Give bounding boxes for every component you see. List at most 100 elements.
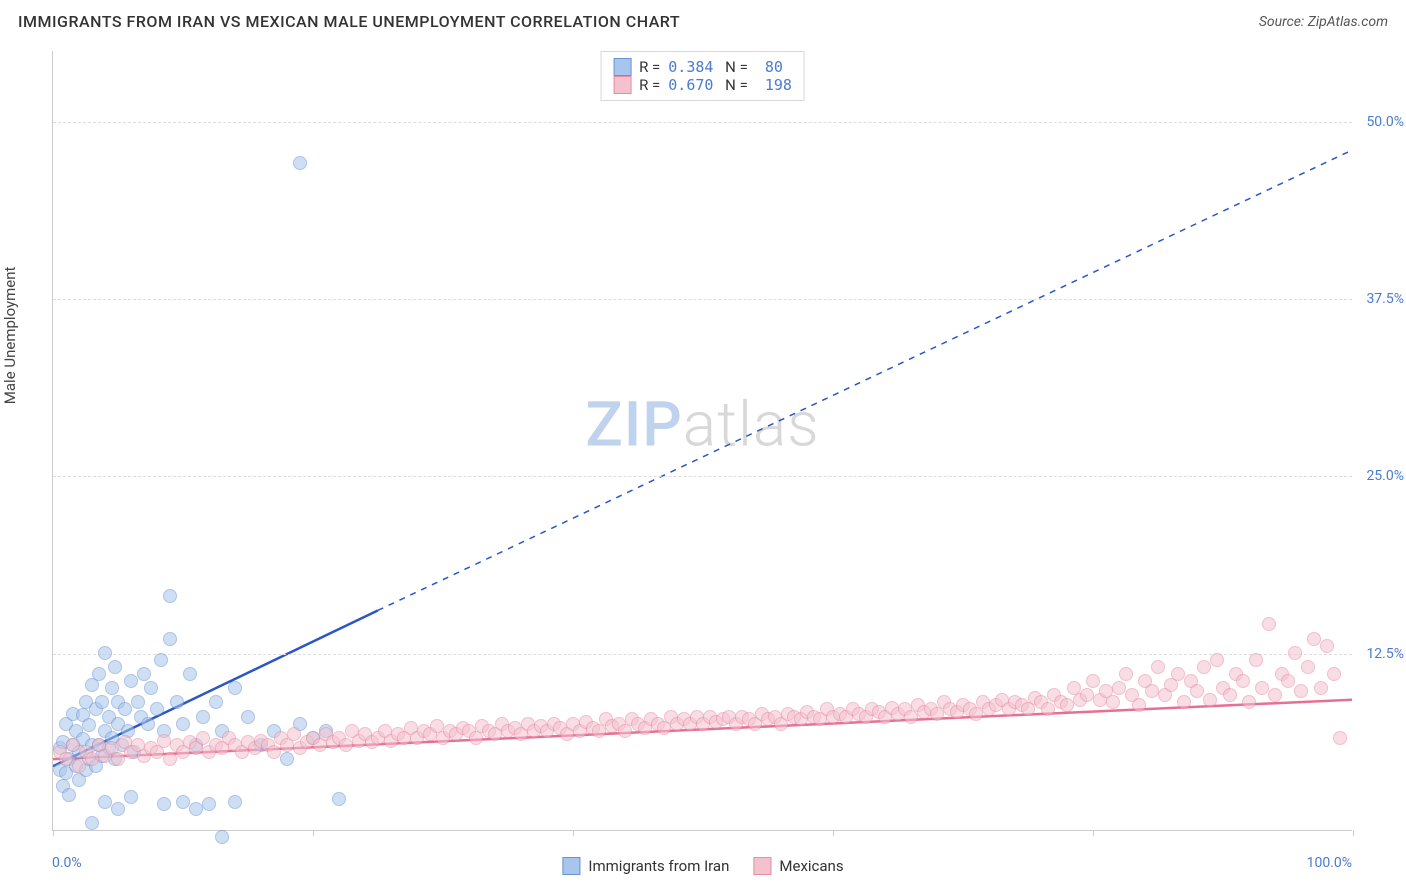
data-point (137, 667, 151, 681)
data-point (72, 759, 86, 773)
stats-n-value: 198 (756, 76, 792, 94)
data-point (108, 660, 122, 674)
data-point (215, 830, 229, 844)
data-point (228, 795, 242, 809)
data-point (1301, 660, 1315, 674)
data-point (1190, 684, 1204, 698)
x-min-label: 0.0% (52, 855, 82, 871)
data-point (293, 156, 307, 170)
data-point (92, 667, 106, 681)
chart-title: IMMIGRANTS FROM IRAN VS MEXICAN MALE UNE… (18, 12, 680, 31)
x-tick (53, 830, 54, 836)
data-point (1255, 681, 1269, 695)
legend-label: Mexicans (779, 857, 843, 875)
data-point (1145, 684, 1159, 698)
y-tick-label: 50.0% (1356, 114, 1404, 130)
data-point (176, 795, 190, 809)
data-point (1268, 688, 1282, 702)
series-legend: Immigrants from Iran Mexicans (562, 857, 843, 875)
data-point (1080, 688, 1094, 702)
stats-r-value: 0.384 (668, 58, 713, 76)
data-point (1132, 698, 1146, 712)
correlation-stats-box: R = 0.384 N = 80 R = 0.670 N = 198 (600, 51, 805, 101)
data-point (1307, 632, 1321, 646)
data-point (82, 718, 96, 732)
data-point (189, 802, 203, 816)
data-point (118, 702, 132, 716)
stats-r-label: R = (639, 58, 660, 76)
data-point (1060, 698, 1074, 712)
stats-n-value: 80 (756, 58, 783, 76)
x-tick (833, 830, 834, 836)
data-point (62, 788, 76, 802)
data-point (111, 802, 125, 816)
data-point (163, 589, 177, 603)
data-point (98, 646, 112, 660)
data-point (1203, 693, 1217, 707)
data-point (1119, 667, 1133, 681)
data-point (241, 710, 255, 724)
chart-header: IMMIGRANTS FROM IRAN VS MEXICAN MALE UNE… (0, 0, 1406, 39)
data-point (1288, 646, 1302, 660)
data-point (1294, 684, 1308, 698)
x-tick (573, 830, 574, 836)
data-point (157, 734, 171, 748)
data-point (85, 816, 99, 830)
data-point (1314, 681, 1328, 695)
data-point (196, 710, 210, 724)
data-point (1281, 674, 1295, 688)
data-point (1106, 695, 1120, 709)
x-tick (1093, 830, 1094, 836)
data-point (196, 731, 210, 745)
watermark-zip: ZIP (585, 388, 683, 461)
data-point (1249, 653, 1263, 667)
stats-row: R = 0.670 N = 198 (613, 76, 792, 94)
data-point (1151, 660, 1165, 674)
stats-n-label: N = (721, 58, 747, 76)
data-point (1262, 617, 1276, 631)
legend-label: Immigrants from Iran (588, 857, 729, 875)
data-point (332, 792, 346, 806)
x-tick (313, 830, 314, 836)
data-point (98, 795, 112, 809)
y-tick-label: 25.0% (1356, 468, 1404, 484)
data-point (1320, 639, 1334, 653)
data-point (209, 695, 223, 709)
stats-r-value: 0.670 (668, 76, 713, 94)
data-point (176, 717, 190, 731)
data-point (124, 790, 138, 804)
data-point (66, 738, 80, 752)
data-point (202, 797, 216, 811)
legend-item: Mexicans (753, 857, 843, 875)
data-point (111, 752, 125, 766)
stats-r-label: R = (639, 76, 660, 94)
chart-area: Male Unemployment ZIPatlas R =0.384 N = … (0, 39, 1406, 889)
data-point (1197, 660, 1211, 674)
stats-n-label: N = (721, 76, 747, 94)
data-point (1041, 702, 1055, 716)
data-point (1242, 695, 1256, 709)
legend-swatch (753, 857, 771, 875)
data-point (267, 745, 281, 759)
data-point (1171, 667, 1185, 681)
data-point (144, 681, 158, 695)
x-max-label: 100.0% (1307, 855, 1352, 871)
y-tick-label: 37.5% (1356, 291, 1404, 307)
data-point (1333, 731, 1347, 745)
gridline (53, 654, 1352, 655)
source-label: Source: ZipAtlas.com (1259, 14, 1388, 30)
data-point (1236, 674, 1250, 688)
data-point (1327, 667, 1341, 681)
data-point (1086, 674, 1100, 688)
data-point (1177, 695, 1191, 709)
y-tick-label: 12.5% (1356, 646, 1404, 662)
data-point (85, 752, 99, 766)
data-point (1223, 688, 1237, 702)
stats-row: R = 0.384 N = 80 (613, 58, 792, 76)
data-point (183, 667, 197, 681)
data-point (154, 653, 168, 667)
stats-swatch (613, 58, 631, 76)
data-point (280, 752, 294, 766)
data-point (339, 738, 353, 752)
stats-swatch (613, 76, 631, 94)
